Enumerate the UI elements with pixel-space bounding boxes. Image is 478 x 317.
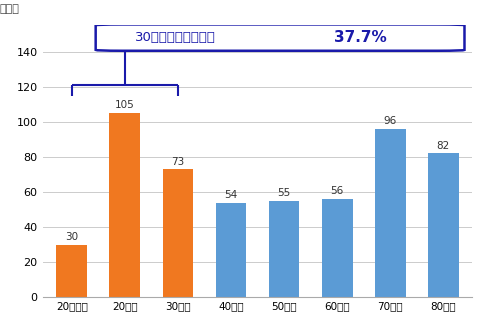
Text: 54: 54	[224, 190, 238, 200]
Text: 96: 96	[383, 116, 397, 126]
Text: 55: 55	[277, 188, 291, 198]
Text: 105: 105	[115, 100, 135, 110]
Bar	[428, 153, 459, 297]
Text: 37.7%: 37.7%	[335, 30, 387, 45]
Bar	[56, 245, 87, 297]
Text: 73: 73	[171, 157, 185, 166]
Bar	[163, 169, 193, 297]
Text: （件）: （件）	[0, 4, 20, 15]
Text: 56: 56	[330, 186, 344, 197]
Bar	[109, 113, 140, 297]
Text: 30歳代以下では発生: 30歳代以下では発生	[135, 31, 217, 44]
FancyBboxPatch shape	[96, 24, 465, 51]
Bar	[322, 199, 352, 297]
Bar	[269, 201, 299, 297]
Bar	[216, 203, 246, 297]
Text: 82: 82	[436, 141, 450, 151]
Bar	[375, 129, 405, 297]
Text: 30: 30	[65, 232, 78, 242]
